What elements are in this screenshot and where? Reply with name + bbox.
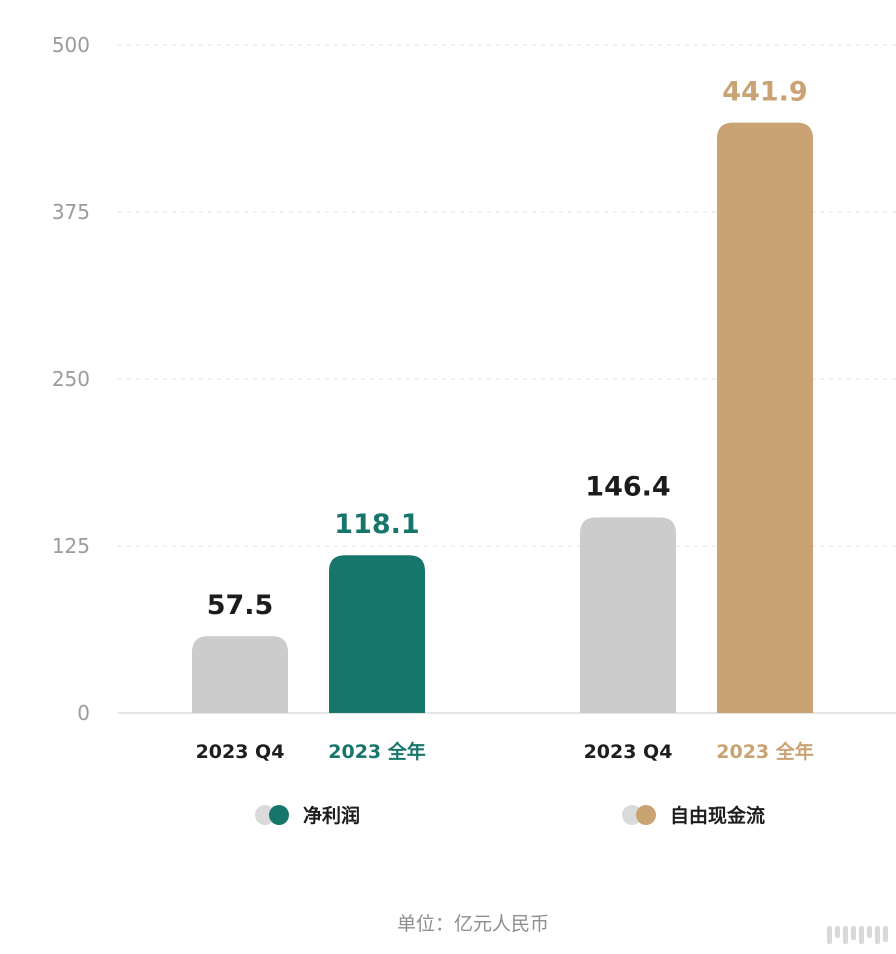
y-tick-label: 250 bbox=[52, 367, 90, 391]
category-label: 2023 Q4 bbox=[196, 741, 285, 763]
legend-swatch-icon bbox=[255, 805, 275, 825]
value-labels: 57.5 118.1 146.4 441.9 bbox=[207, 77, 808, 622]
legend-swatch-icon bbox=[269, 805, 289, 825]
category-label: 2023 全年 bbox=[716, 740, 814, 763]
value-label: 118.1 bbox=[334, 509, 419, 540]
category-label: 2023 全年 bbox=[328, 740, 426, 763]
y-tick-label: 500 bbox=[52, 33, 90, 57]
legend-swatch-icon bbox=[636, 805, 656, 825]
unit-note: 单位：亿元人民币 bbox=[397, 913, 549, 935]
y-tick-labels: 0 125 250 375 500 bbox=[52, 33, 90, 725]
y-tick-label: 0 bbox=[77, 701, 90, 725]
watermark-icon bbox=[827, 926, 888, 944]
bar bbox=[580, 517, 676, 713]
y-tick-label: 125 bbox=[52, 534, 90, 558]
legend-label: 净利润 bbox=[303, 804, 360, 827]
legend: 净利润 自由现金流 bbox=[255, 804, 765, 827]
bar bbox=[717, 122, 813, 714]
value-label: 57.5 bbox=[207, 590, 274, 621]
value-label: 441.9 bbox=[722, 77, 807, 108]
legend-label: 自由现金流 bbox=[670, 804, 765, 827]
category-label: 2023 Q4 bbox=[584, 741, 673, 763]
bar bbox=[329, 555, 425, 713]
bars bbox=[192, 122, 813, 714]
bar bbox=[192, 636, 288, 713]
y-tick-label: 375 bbox=[52, 200, 90, 224]
value-label: 146.4 bbox=[585, 471, 670, 502]
legend-swatch-icon bbox=[622, 805, 642, 825]
category-labels: 2023 Q4 2023 全年 2023 Q4 2023 全年 bbox=[196, 740, 814, 763]
